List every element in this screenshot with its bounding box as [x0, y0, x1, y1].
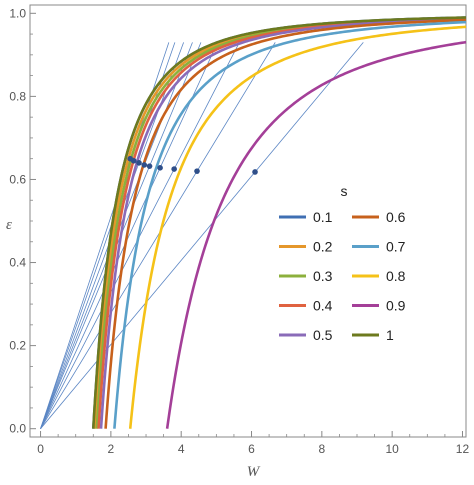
legend-label-2: 0.3: [313, 268, 333, 284]
tangent-points: [127, 155, 258, 175]
x-tick-label-6: 12: [456, 442, 470, 456]
tangent-lines: [40, 42, 364, 429]
y-tick-label-4: 0.8: [9, 89, 26, 103]
series-line-2: [95, 16, 467, 429]
legend-label-3: 0.4: [313, 298, 333, 314]
series-line-1: [93, 16, 467, 429]
legend-label-6: 0.7: [386, 239, 406, 255]
legend-label-9: 1: [386, 327, 394, 343]
axis-labels: W ε: [6, 217, 261, 480]
x-tick-label-4: 8: [318, 442, 325, 456]
series-line-8: [165, 40, 467, 429]
axis-ticks: 0 2 4 6 8 10 12 0.0 0.2 0.4 0.6 0.8 1.0: [9, 6, 469, 456]
legend-title: s: [341, 183, 348, 199]
legend-label-4: 0.5: [313, 327, 333, 343]
y-tick-label-2: 0.4: [9, 256, 26, 270]
y-axis-label: ε: [6, 217, 12, 233]
tangent-line-8: [40, 42, 364, 429]
legend: s 0.1 0.2 0.3 0.4 0.5 0.6 0.7 0.8 0.9 1: [279, 183, 406, 343]
legend-label-1: 0.2: [313, 239, 333, 255]
y-tick-label-0: 0.0: [9, 422, 26, 436]
y-tick-label-1: 0.2: [9, 339, 26, 353]
tangent-line-7: [40, 42, 276, 429]
tangent-point-5: [157, 165, 163, 171]
series-curves: [91, 16, 467, 429]
y-tick-label-5: 1.0: [9, 6, 26, 20]
series-line-3: [97, 17, 467, 429]
series-line-7: [128, 25, 467, 429]
x-tick-label-2: 4: [178, 442, 185, 456]
series-line-9: [91, 16, 467, 429]
tangent-point-4: [146, 163, 153, 169]
series-line-6: [113, 20, 467, 429]
x-tick-label-1: 2: [108, 442, 115, 456]
series-line-5: [104, 18, 467, 429]
tangent-point-8: [252, 169, 258, 175]
tangent-point-7: [194, 168, 200, 174]
series-line-0: [91, 16, 467, 429]
tangent-point-1: [130, 157, 137, 164]
tangent-point-2: [136, 160, 142, 166]
tangent-point-6: [171, 166, 177, 172]
legend-label-5: 0.6: [386, 209, 406, 225]
y-tick-label-3: 0.6: [9, 172, 26, 186]
legend-label-7: 0.8: [386, 268, 406, 284]
x-axis-label: W: [247, 464, 261, 480]
tangent-line-5: [40, 42, 218, 429]
tangent-point-3: [141, 162, 148, 168]
x-tick-label-5: 10: [385, 442, 399, 456]
x-tick-label-3: 6: [248, 442, 255, 456]
x-tick-label-0: 0: [37, 442, 44, 456]
series-line-4: [99, 17, 467, 429]
legend-label-0: 0.1: [313, 209, 333, 225]
legend-label-8: 0.9: [386, 298, 406, 314]
